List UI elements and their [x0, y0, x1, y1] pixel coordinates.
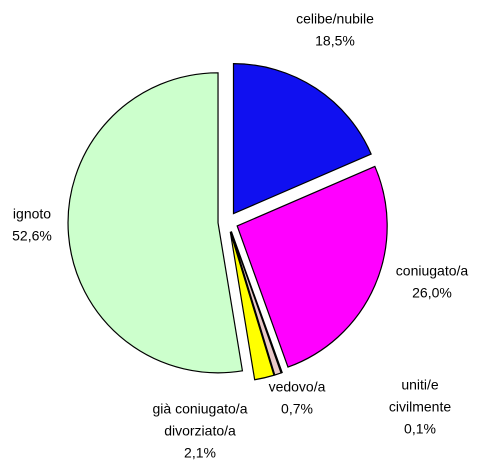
- value-label: 0,7%: [281, 401, 313, 417]
- pie-slice: [236, 165, 388, 368]
- pie-slice: [67, 72, 244, 374]
- slice-label: celibe/nubile: [296, 11, 374, 27]
- value-label: 26,0%: [412, 285, 452, 301]
- slice-label: già coniugato/a: [153, 401, 248, 417]
- value-label: 52,6%: [12, 228, 52, 244]
- value-label: 2,1%: [184, 445, 216, 461]
- slice-label: ignoto: [13, 206, 51, 222]
- pie-slice: [229, 231, 275, 381]
- slice-label: divorziato/a: [164, 423, 236, 439]
- slice-label: uniti/e: [401, 377, 439, 393]
- slice-label: vedovo/a: [269, 379, 326, 395]
- slice-label: civilmente: [389, 399, 451, 415]
- pie-slice: [232, 63, 372, 215]
- value-label: 0,1%: [404, 421, 436, 437]
- pie-slice: [230, 231, 282, 376]
- slice-label: coniugato/a: [396, 263, 469, 279]
- value-label: 18,5%: [315, 33, 355, 49]
